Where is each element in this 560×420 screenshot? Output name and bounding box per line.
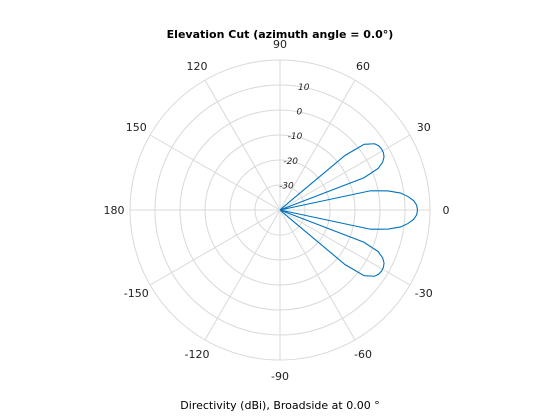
series-line-0 <box>279 143 419 277</box>
angle-tick-label: -60 <box>354 348 372 361</box>
grid-spoke--30 <box>279 209 411 286</box>
angle-tick-labels: 0 30 60 90 120 150 180 -150 -120 -90 -60 -30 <box>104 38 450 383</box>
angle-tick-label: 0 <box>443 204 450 217</box>
grid-spoke--120 <box>204 209 281 341</box>
angle-tick-label: 30 <box>417 121 431 134</box>
grid-spoke--150 <box>149 209 281 286</box>
angle-tick-label: 180 <box>104 204 125 217</box>
grid-spoke-120 <box>204 79 281 211</box>
angle-tick-label: 90 <box>273 38 287 51</box>
series-layer <box>279 143 419 277</box>
chart-title: Elevation Cut (azimuth angle = 0.0°) <box>167 28 394 41</box>
radial-tick-label: -20 <box>283 157 298 167</box>
angle-tick-label: 120 <box>187 60 208 73</box>
grid-spoke-150 <box>149 134 281 211</box>
grid-spoke-60 <box>279 79 356 211</box>
grid-spoke--60 <box>279 209 356 341</box>
radial-tick-label: -30 <box>279 181 294 191</box>
radial-tick-label: 10 <box>298 83 310 93</box>
grid-spoke-30 <box>279 134 411 211</box>
angle-tick-label: 150 <box>126 121 147 134</box>
angle-tick-label: -90 <box>271 370 289 383</box>
angle-tick-label: -150 <box>124 287 149 300</box>
radial-tick-label: 0 <box>296 108 302 118</box>
polar-grid <box>129 59 431 361</box>
angle-tick-label: -30 <box>415 287 433 300</box>
angle-tick-label: 60 <box>356 60 370 73</box>
radial-tick-label: -10 <box>288 132 303 142</box>
radial-tick-labels: -30 -20 -10 0 10 <box>279 83 310 191</box>
x-axis-label: Directivity (dBi), Broadside at 0.00 ° <box>180 399 379 412</box>
angle-tick-label: -120 <box>185 348 210 361</box>
